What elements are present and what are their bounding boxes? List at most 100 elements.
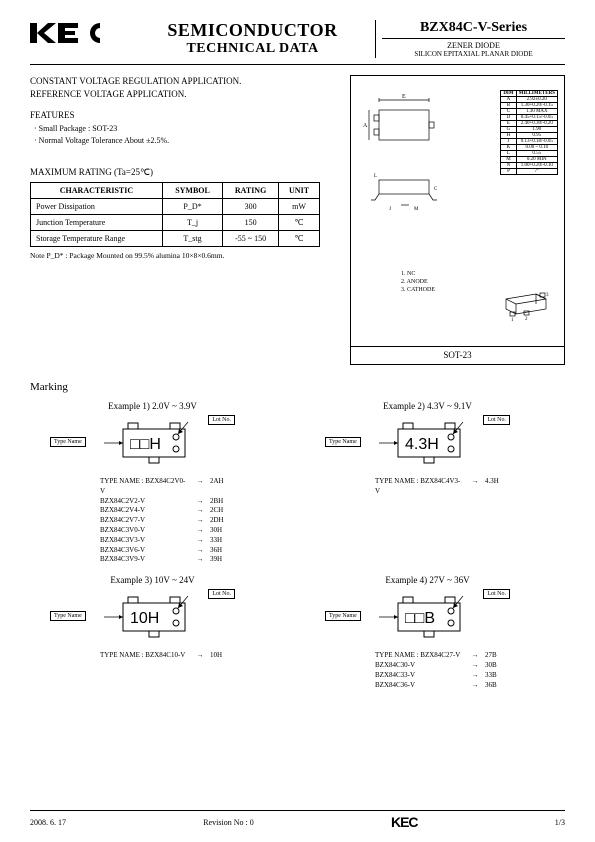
app-line1: CONSTANT VOLTAGE REGULATION APPLICATION. [30,75,338,88]
footer: 2008. 6. 17 Revision No : 0 KEC 1/3 [30,810,565,830]
package-label: SOT-23 [351,346,564,360]
footer-logo: KEC [391,814,418,830]
chip-diagram: Type Name Lot No. 4.3H [305,417,550,469]
features-list: · Small Package : SOT-23 · Normal Voltag… [34,123,338,147]
svg-text:□□H: □□H [130,436,161,453]
series-name: BZX84C-V-Series [382,20,565,36]
sot23-3d-icon: 1 2 3 [496,284,556,324]
maxrating-table: CHARACTERISTIC SYMBOL RATING UNIT Power … [30,182,320,247]
features-heading: FEATURES [30,110,338,120]
svg-text:C: C [434,187,438,192]
svg-text:E: E [402,94,406,100]
type-name-row: BZX84C2V4-V→2CH [100,506,275,516]
chip-icon: □□H [98,417,208,469]
title-line1: SEMICONDUCTOR [130,20,375,41]
lot-no-label: Lot No. [483,415,510,425]
svg-text:1: 1 [511,318,514,323]
type-name-row: BZX84C3V9-V→39H [100,555,275,565]
svg-text:3: 3 [546,293,549,298]
col-unit: UNIT [279,183,320,199]
chip-diagram: Type Name Lot No. □□H [30,417,275,469]
svg-text:L: L [374,174,377,179]
type-name-list: TYPE NAME : BZX84C4V3-V→4.3H [375,477,550,497]
example-title: Example 2) 4.3V ~ 9.1V [305,401,550,411]
table-row: Power Dissipation P_D* 300 mW [31,199,320,215]
type-name-label: Type Name [50,611,86,621]
lot-no-label: Lot No. [483,589,510,599]
type-name-label: Type Name [50,437,86,447]
type-name-row: TYPE NAME : BZX84C27-V→27B [375,651,550,661]
type-name-row: BZX84C33-V→33B [375,671,550,681]
svg-text:4.3H: 4.3H [405,436,439,453]
maxrating-heading: MAXIMUM RATING (Ta=25℃) [30,167,338,178]
type-name-row: TYPE NAME : BZX84C10-V→10H [100,651,275,661]
type-name-row: BZX84C2V7-V→2DH [100,516,275,526]
type-name-row: TYPE NAME : BZX84C2V0-V→2AH [100,477,275,497]
table-row: Storage Temperature Range T_stg -55 ~ 15… [31,231,320,247]
marking-example: Example 1) 2.0V ~ 3.9V Type Name Lot No.… [30,401,275,565]
chip-icon: 10H [98,591,208,643]
type-name-label: Type Name [325,437,361,447]
type-name-list: TYPE NAME : BZX84C27-V→27BBZX84C30-V→30B… [375,651,550,690]
type-name-row: BZX84C36-V→36B [375,681,550,691]
subtitle1: ZENER DIODE [382,38,565,50]
app-line2: REFERENCE VOLTAGE APPLICATION. [30,88,338,101]
col-characteristic: CHARACTERISTIC [31,183,163,199]
type-name-label: Type Name [325,611,361,621]
example-title: Example 1) 2.0V ~ 3.9V [30,401,275,411]
dimension-table: DIMMILLIMETERS A2.92±0.20 B1.30+0.20/-0.… [500,90,558,175]
example-title: Example 4) 27V ~ 36V [305,575,550,585]
dim-row: B1.30+0.20/-0.15 [501,103,558,109]
svg-text:J: J [389,207,391,212]
chip-diagram: Type Name Lot No. 10H [30,591,275,643]
marking-example: Example 2) 4.3V ~ 9.1V Type Name Lot No.… [305,401,550,565]
feature-item: · Small Package : SOT-23 [34,123,338,135]
chip-icon: □□B [373,591,483,643]
col-symbol: SYMBOL [162,183,222,199]
table-row: Junction Temperature T_j 150 ℃ [31,215,320,231]
application-text: CONSTANT VOLTAGE REGULATION APPLICATION.… [30,75,338,100]
marking-example: Example 4) 27V ~ 36V Type Name Lot No. □… [305,575,550,690]
dim-row: N1.00+0.20/-0.10 [501,163,558,169]
svg-text:A: A [363,123,368,129]
chip-diagram: Type Name Lot No. □□B [305,591,550,643]
svg-text:M: M [414,207,419,212]
type-name-row: TYPE NAME : BZX84C4V3-V→4.3H [375,477,550,497]
col-rating: RATING [223,183,279,199]
type-name-row: BZX84C3V0-V→30H [100,526,275,536]
doc-title: SEMICONDUCTOR TECHNICAL DATA [130,20,375,57]
marking-example: Example 3) 10V ~ 24V Type Name Lot No. 1… [30,575,275,690]
type-name-row: BZX84C2V2-V→2BH [100,497,275,507]
dim-row: D0.45+0.15/-0.05 [501,115,558,121]
footer-date: 2008. 6. 17 [30,818,66,827]
maxrating-note: Note P_D* : Package Mounted on 99.5% alu… [30,251,338,260]
svg-text:□□B: □□B [405,610,435,627]
header: SEMICONDUCTOR TECHNICAL DATA BZX84C-V-Se… [30,20,565,58]
type-name-list: TYPE NAME : BZX84C10-V→10H [100,651,275,661]
table-header-row: CHARACTERISTIC SYMBOL RATING UNIT [31,183,320,199]
lot-no-label: Lot No. [208,415,235,425]
dim-row: P7° [501,169,558,175]
marking-grid: Example 1) 2.0V ~ 3.9V Type Name Lot No.… [30,401,565,690]
chip-icon: 4.3H [373,417,483,469]
pin-list: 1. NC 2. ANODE 3. CATHODE [401,271,435,294]
lot-no-label: Lot No. [208,589,235,599]
type-name-list: TYPE NAME : BZX84C2V0-V→2AHBZX84C2V2-V→2… [100,477,275,565]
type-name-row: BZX84C30-V→30B [375,661,550,671]
kec-logo [30,20,130,53]
title-line2: TECHNICAL DATA [130,41,375,57]
dim-row: J0.13+0.18/-0.05 [501,139,558,145]
feature-item: · Normal Voltage Tolerance About ±2.5%. [34,135,338,147]
type-name-row: BZX84C3V3-V→33H [100,536,275,546]
marking-heading: Marking [30,381,565,393]
footer-page: 1/3 [555,818,565,827]
series-block: BZX84C-V-Series ZENER DIODE SILICON EPIT… [375,20,565,58]
dim-row: E2.40+0.30/-0.20 [501,121,558,127]
package-outline-icon: E A J M L C [359,90,459,260]
type-name-row: BZX84C3V6-V→36H [100,546,275,556]
subtitle2: SILICON EPITAXIAL PLANAR DIODE [382,50,565,58]
footer-revision: Revision No : 0 [203,818,253,827]
svg-text:10H: 10H [130,610,159,627]
svg-text:2: 2 [525,317,528,322]
example-title: Example 3) 10V ~ 24V [30,575,275,585]
